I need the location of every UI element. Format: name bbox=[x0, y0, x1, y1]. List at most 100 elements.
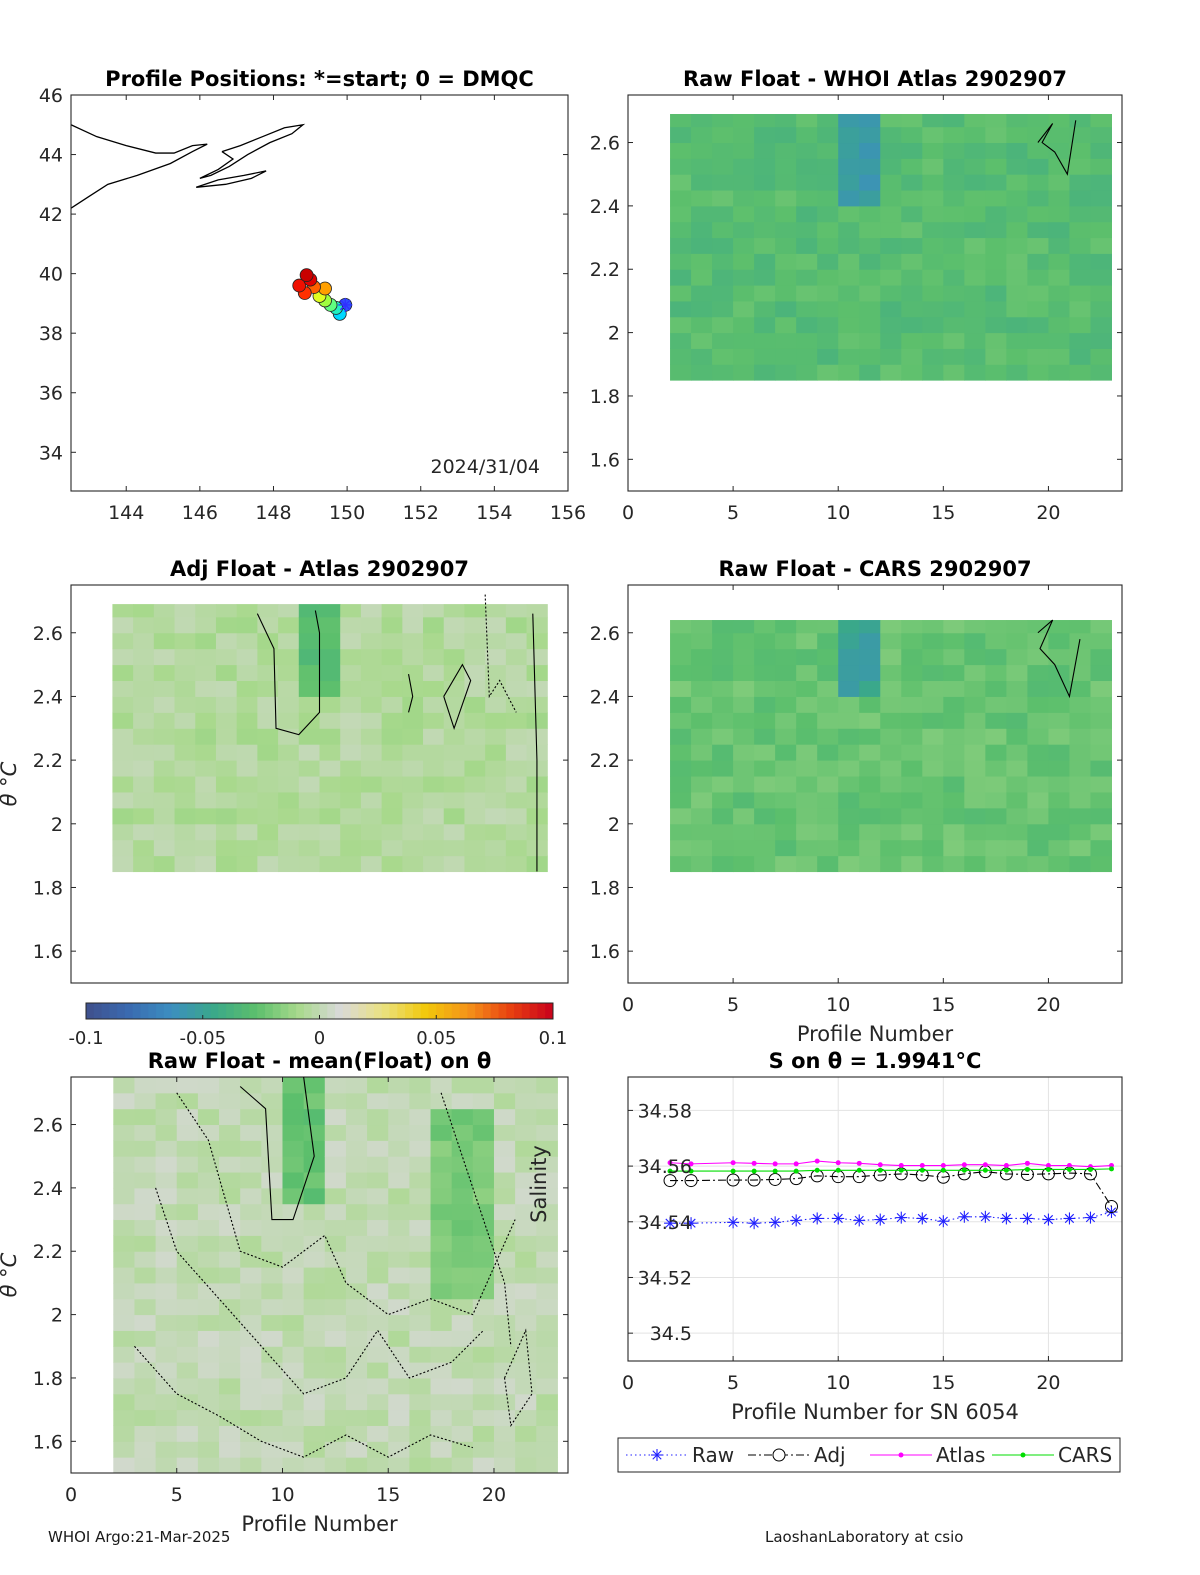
heatmap-cell bbox=[1090, 760, 1112, 777]
heatmap-cell bbox=[880, 332, 902, 349]
data-point bbox=[895, 1211, 908, 1224]
heatmap-cell bbox=[112, 807, 134, 825]
heatmap-cell bbox=[838, 332, 860, 349]
heatmap-cell bbox=[451, 1330, 474, 1347]
heatmap-cell bbox=[733, 348, 755, 365]
heatmap-cell bbox=[1090, 839, 1112, 857]
heatmap-cell bbox=[360, 696, 383, 713]
heatmap-cell bbox=[112, 604, 134, 618]
heatmap-cell bbox=[493, 1393, 516, 1411]
heatmap-cell bbox=[922, 221, 944, 239]
y-tick-label: 2.2 bbox=[590, 259, 620, 281]
heatmap-cell bbox=[388, 1346, 410, 1363]
heatmap-cell bbox=[754, 364, 776, 381]
colorbar-segment bbox=[171, 1003, 180, 1019]
heatmap-cell bbox=[472, 1425, 495, 1442]
data-point bbox=[1000, 1212, 1013, 1225]
heatmap-cell bbox=[195, 839, 217, 857]
series-atlas bbox=[667, 1158, 1114, 1170]
heatmap-cell bbox=[472, 1282, 495, 1300]
heatmap-cell bbox=[775, 823, 797, 841]
data-point-stroke bbox=[665, 1218, 675, 1228]
heatmap-cell bbox=[155, 1425, 178, 1442]
heatmap-cell bbox=[443, 632, 465, 650]
data-point bbox=[853, 1214, 866, 1227]
heatmap-cell bbox=[134, 1077, 157, 1094]
contour-line bbox=[134, 1345, 473, 1458]
heatmap-cell bbox=[472, 1314, 495, 1331]
contour-line bbox=[239, 1076, 315, 1221]
heatmap-cell bbox=[796, 142, 818, 159]
heatmap-cell bbox=[796, 205, 818, 223]
chart-title: Raw Float - WHOI Atlas 2902907 bbox=[683, 67, 1067, 91]
heatmap-cell bbox=[381, 648, 403, 666]
y-tick-label: 2 bbox=[51, 814, 63, 836]
heatmap-cell bbox=[859, 332, 881, 349]
heatmap-cell bbox=[859, 285, 881, 302]
heatmap-cell bbox=[817, 823, 839, 841]
heatmap-cell bbox=[261, 1441, 283, 1458]
heatmap-cell bbox=[1006, 712, 1028, 729]
heatmap-cell bbox=[240, 1235, 262, 1252]
heatmap-cell bbox=[409, 1298, 432, 1316]
heatmap-cell bbox=[493, 1172, 516, 1189]
contour-line bbox=[1037, 120, 1077, 176]
heatmap-cell bbox=[817, 126, 839, 144]
heatmap-cell bbox=[319, 823, 341, 841]
heatmap-cell bbox=[1048, 760, 1070, 777]
heatmap-cell bbox=[901, 632, 923, 650]
heatmap-cell bbox=[112, 664, 134, 682]
heatmap-cell bbox=[324, 1077, 347, 1094]
heatmap-cell bbox=[943, 823, 965, 841]
heatmap-cell bbox=[1027, 300, 1049, 318]
heatmap-cell bbox=[303, 1124, 326, 1141]
heatmap-cell bbox=[409, 1156, 432, 1173]
data-point bbox=[772, 1161, 778, 1167]
heatmap-cell bbox=[880, 158, 902, 175]
heatmap-cell bbox=[1006, 648, 1028, 666]
heatmap-cell bbox=[964, 648, 986, 666]
heatmap-cell bbox=[1048, 712, 1070, 729]
heatmap-cell bbox=[880, 776, 902, 793]
heatmap-cell bbox=[505, 664, 528, 682]
heatmap-cell bbox=[381, 760, 403, 777]
heatmap-cell bbox=[174, 807, 196, 825]
heatmap-cell bbox=[155, 1235, 178, 1252]
data-point bbox=[979, 1210, 992, 1223]
heatmap-cell bbox=[282, 1441, 305, 1458]
heatmap-cell bbox=[345, 1092, 368, 1110]
heatmap-cell bbox=[133, 760, 155, 777]
heatmap-cell bbox=[219, 1409, 241, 1426]
heatmap-cell bbox=[219, 1457, 241, 1474]
heatmap-cell bbox=[215, 728, 238, 745]
heatmap-cell bbox=[505, 776, 528, 793]
heatmap-cell bbox=[901, 237, 923, 254]
heatmap-cell bbox=[409, 1441, 432, 1458]
x-tick-label: 20 bbox=[482, 1484, 506, 1506]
heatmap-cell bbox=[505, 728, 528, 745]
heatmap-cell bbox=[505, 855, 528, 873]
heatmap-cell bbox=[278, 680, 300, 697]
heatmap-cell bbox=[155, 1251, 178, 1268]
heatmap-cell bbox=[1006, 205, 1028, 223]
heatmap-cell bbox=[754, 269, 776, 286]
heatmap-cell bbox=[133, 680, 155, 697]
heatmap-cell bbox=[922, 760, 944, 777]
colorbar-segment bbox=[93, 1003, 103, 1019]
heatmap-cell bbox=[303, 1140, 326, 1157]
heatmap-cell bbox=[922, 269, 944, 286]
heatmap-cell bbox=[464, 744, 486, 761]
heatmap-cell bbox=[174, 823, 196, 841]
heatmap-cell bbox=[430, 1267, 453, 1284]
heatmap-cell bbox=[901, 807, 923, 825]
heatmap-cell bbox=[112, 616, 134, 634]
heatmap-cell bbox=[451, 1172, 474, 1189]
heatmap-cell bbox=[345, 1346, 368, 1363]
heatmap-cell bbox=[754, 680, 776, 697]
heatmap-cell bbox=[880, 632, 902, 650]
heatmap-cell bbox=[195, 616, 217, 634]
heatmap-cell bbox=[257, 632, 279, 650]
heatmap-cell bbox=[443, 776, 465, 793]
heatmap-cell bbox=[303, 1409, 326, 1426]
